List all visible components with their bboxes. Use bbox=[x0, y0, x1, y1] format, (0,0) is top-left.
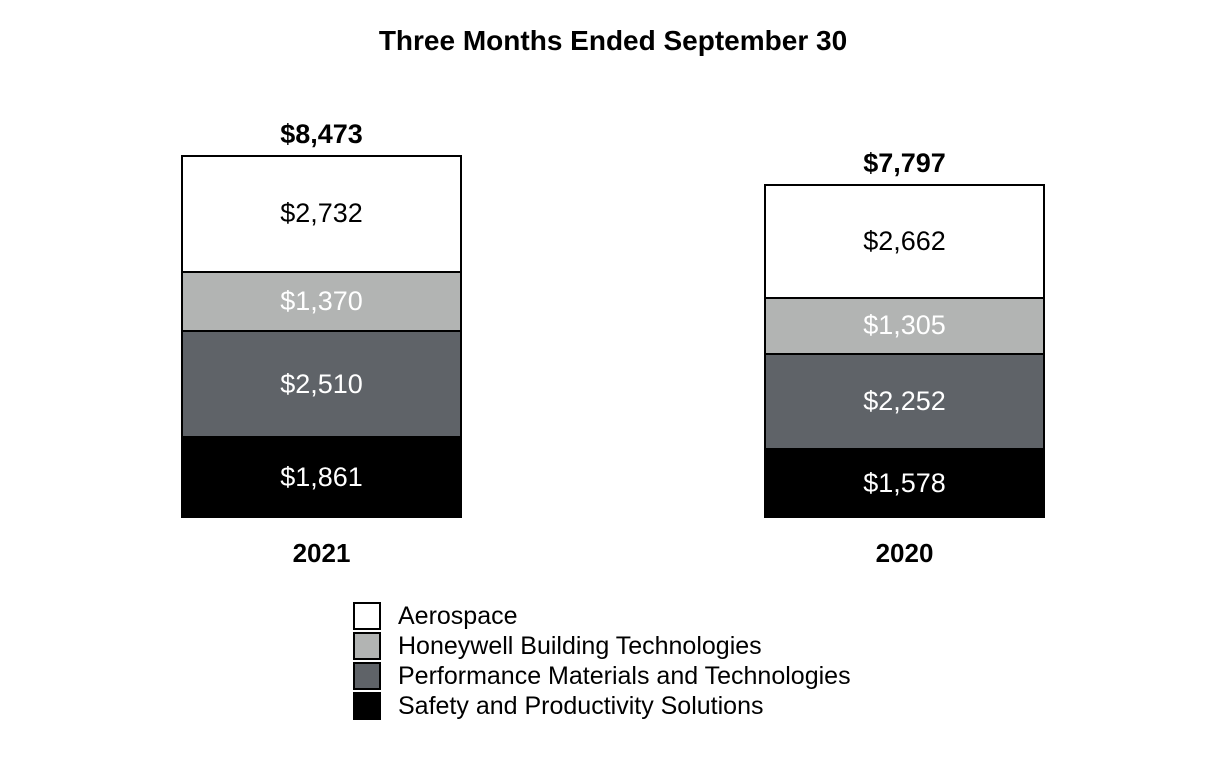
legend-label: Performance Materials and Technologies bbox=[398, 662, 851, 690]
segment-value-label: $2,732 bbox=[280, 198, 363, 229]
segment-value-label: $2,662 bbox=[863, 225, 946, 256]
stacked-bar-2021: $2,732 $1,370 $2,510 $1,861 bbox=[181, 155, 462, 518]
segment-aerospace-2021: $2,732 bbox=[183, 157, 460, 273]
segment-aerospace-2020: $2,662 bbox=[766, 186, 1043, 299]
legend-swatch-icon bbox=[353, 692, 381, 720]
legend-label: Aerospace bbox=[398, 602, 518, 630]
legend-row-performance-materials-and-technologies: Performance Materials and Technologies bbox=[353, 661, 851, 691]
segment-honeywell-building-technologies-2021: $1,370 bbox=[183, 272, 460, 332]
legend-label: Honeywell Building Technologies bbox=[398, 632, 762, 660]
legend-row-honeywell-building-technologies: Honeywell Building Technologies bbox=[353, 631, 851, 661]
segment-performance-materials-and-technologies-2021: $2,510 bbox=[183, 331, 460, 439]
legend-swatch-icon bbox=[353, 602, 381, 630]
legend-label: Safety and Productivity Solutions bbox=[398, 692, 764, 720]
legend-swatch-icon bbox=[353, 632, 381, 660]
legend-swatch-icon bbox=[353, 662, 381, 690]
stacked-bar-2020: $2,662 $1,305 $2,252 $1,578 bbox=[764, 184, 1045, 518]
category-label-2021: 2021 bbox=[292, 538, 351, 568]
bar-total-label-2021: $8,473 bbox=[280, 119, 363, 149]
legend-row-safety-and-productivity-solutions: Safety and Productivity Solutions bbox=[353, 691, 851, 721]
segment-value-label: $2,510 bbox=[280, 368, 363, 399]
chart-title: Three Months Ended September 30 bbox=[378, 25, 848, 56]
bar-total-label-2020: $7,797 bbox=[863, 148, 946, 178]
segment-value-label: $1,305 bbox=[863, 310, 946, 341]
segment-safety-and-productivity-solutions-2020: $1,578 bbox=[766, 450, 1043, 517]
segment-honeywell-building-technologies-2020: $1,305 bbox=[766, 298, 1043, 355]
segment-value-label: $1,578 bbox=[863, 467, 946, 498]
segment-safety-and-productivity-solutions-2021: $1,861 bbox=[183, 438, 460, 516]
segment-value-label: $1,370 bbox=[280, 285, 363, 316]
segment-value-label: $1,861 bbox=[280, 461, 363, 492]
segment-performance-materials-and-technologies-2020: $2,252 bbox=[766, 354, 1043, 451]
category-label-2020: 2020 bbox=[875, 538, 934, 568]
segment-value-label: $2,252 bbox=[863, 386, 946, 417]
legend-row-aerospace: Aerospace bbox=[353, 601, 851, 631]
legend: Aerospace Honeywell Building Technologies… bbox=[353, 601, 851, 721]
